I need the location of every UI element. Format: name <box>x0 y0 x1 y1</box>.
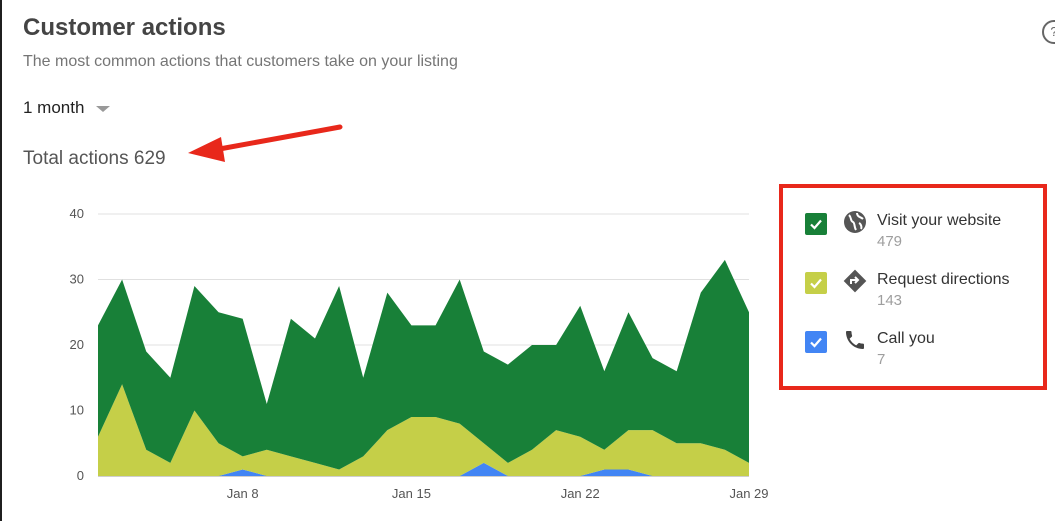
phone-icon <box>841 328 869 356</box>
directions-icon <box>841 269 869 297</box>
y-tick-label: 30 <box>70 272 84 287</box>
legend-label-call: Call you <box>877 330 935 347</box>
y-tick-label: 40 <box>70 206 84 221</box>
checkbox-website[interactable] <box>805 213 827 235</box>
legend-item-directions[interactable]: Request directions 143 <box>805 269 1010 311</box>
legend-value-website: 479 <box>877 233 903 250</box>
x-tick-label: Jan 15 <box>392 486 431 501</box>
legend-box: Visit your website 479 Request direction… <box>779 184 1047 390</box>
legend-label-directions: Request directions <box>877 271 1010 288</box>
globe-icon <box>841 210 869 238</box>
card-subtitle: The most common actions that customers t… <box>23 53 458 70</box>
checkbox-directions[interactable] <box>805 272 827 294</box>
card-title: Customer actions <box>23 14 226 41</box>
total-actions: Total actions 629 <box>23 148 166 169</box>
annotation-arrow <box>188 124 343 162</box>
chevron-down-icon <box>96 106 111 112</box>
area-series-request-directions <box>98 384 749 476</box>
x-tick-label: Jan 29 <box>729 486 768 501</box>
legend-item-call[interactable]: Call you 7 <box>805 328 935 370</box>
legend-item-website[interactable]: Visit your website 479 <box>805 210 1001 252</box>
y-tick-label: 10 <box>70 403 84 418</box>
check-icon <box>810 219 822 230</box>
checkbox-call[interactable] <box>805 331 827 353</box>
help-circle-icon[interactable]: ? <box>1042 20 1055 44</box>
check-icon <box>810 278 822 289</box>
legend-value-call: 7 <box>877 351 886 368</box>
y-tick-label: 20 <box>70 337 84 352</box>
check-icon <box>810 337 822 348</box>
legend-value-directions: 143 <box>877 292 903 309</box>
legend-label-website: Visit your website <box>877 212 1002 229</box>
period-selected-value: 1 month <box>23 98 85 117</box>
x-tick-label: Jan 8 <box>227 486 259 501</box>
area-series-visit-your-website <box>98 259 749 470</box>
y-tick-label: 0 <box>77 468 84 483</box>
x-tick-label: Jan 22 <box>561 486 600 501</box>
period-dropdown[interactable]: 1 month <box>23 98 111 118</box>
